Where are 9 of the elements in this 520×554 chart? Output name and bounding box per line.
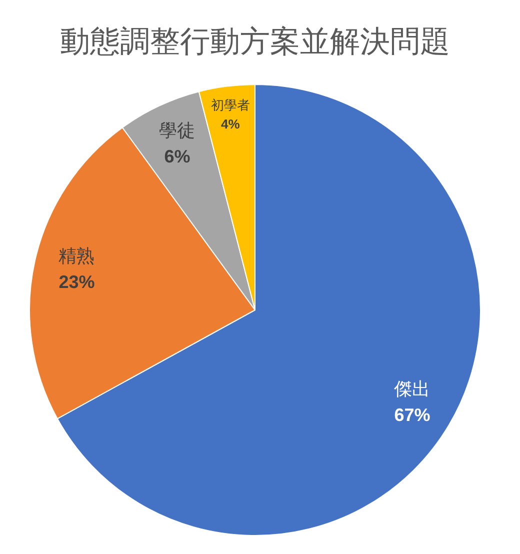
- slice-label: 初學者: [210, 98, 250, 113]
- chart-title: 動態調整行動方案並解決問題: [60, 25, 450, 58]
- data-label: 6%: [164, 146, 190, 167]
- data-label: 67%: [394, 405, 430, 425]
- slice-label: 學徒: [159, 120, 196, 141]
- slice-label: 傑出: [394, 378, 430, 399]
- slice-label: 精熟: [58, 246, 95, 266]
- data-label: 23%: [58, 272, 95, 292]
- data-label: 4%: [221, 116, 240, 132]
